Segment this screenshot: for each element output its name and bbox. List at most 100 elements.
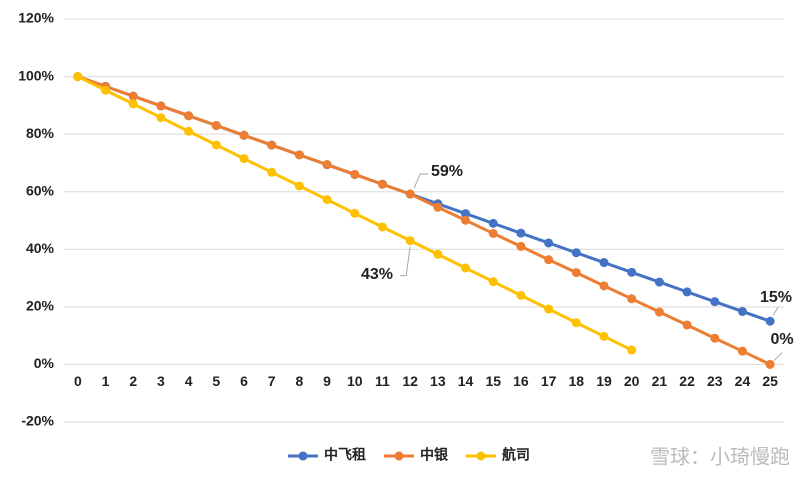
legend-marker xyxy=(298,451,308,461)
x-tick-label: 4 xyxy=(185,373,193,389)
x-tick-label: 1 xyxy=(102,373,110,389)
data-point xyxy=(488,277,498,287)
data-point xyxy=(350,169,360,179)
data-point xyxy=(433,202,443,212)
data-point xyxy=(737,306,747,316)
data-point xyxy=(516,241,526,251)
series-line xyxy=(77,75,771,366)
data-point xyxy=(544,238,554,248)
data-point xyxy=(211,140,221,150)
x-tick-label: 24 xyxy=(735,373,751,389)
x-tick-label: 22 xyxy=(679,373,695,389)
x-tick-label: 18 xyxy=(569,373,585,389)
data-point xyxy=(461,209,471,219)
x-tick-label: 13 xyxy=(430,373,446,389)
y-tick-label: 120% xyxy=(18,10,54,26)
data-point xyxy=(682,320,692,330)
data-point xyxy=(156,113,166,123)
x-tick-label: 19 xyxy=(596,373,612,389)
data-point xyxy=(571,318,581,328)
data-point xyxy=(322,160,332,170)
data-point xyxy=(516,290,526,300)
x-tick-label: 21 xyxy=(652,373,668,389)
data-point xyxy=(737,346,747,356)
data-point xyxy=(682,287,692,297)
y-tick-label: 40% xyxy=(26,240,55,256)
y-tick-label: 20% xyxy=(26,298,55,314)
leader-line xyxy=(773,352,783,361)
x-tick-label: 14 xyxy=(458,373,474,389)
legend-item: 航司 xyxy=(466,447,530,463)
data-point xyxy=(710,333,720,343)
data-label: 15% xyxy=(760,289,792,306)
legend-label: 中飞租 xyxy=(324,447,366,463)
data-label: 43% xyxy=(361,266,393,283)
data-point xyxy=(599,331,609,341)
x-tick-label: 12 xyxy=(402,373,418,389)
data-point xyxy=(267,167,277,177)
y-tick-label: 0% xyxy=(34,355,55,371)
data-point xyxy=(128,99,138,109)
x-tick-label: 3 xyxy=(157,373,165,389)
y-tick-label: 100% xyxy=(18,67,54,83)
data-point xyxy=(322,195,332,205)
x-tick-label: 8 xyxy=(295,373,303,389)
x-tick-label: 9 xyxy=(323,373,331,389)
data-point xyxy=(488,228,498,238)
legend-label: 中银 xyxy=(420,447,449,463)
data-point xyxy=(211,121,221,131)
data-point xyxy=(571,248,581,258)
legend-item: 中银 xyxy=(384,447,449,463)
data-point xyxy=(184,111,194,121)
data-point xyxy=(405,189,415,199)
data-point xyxy=(294,181,304,191)
x-tick-label: 11 xyxy=(375,373,390,389)
data-point xyxy=(101,85,111,95)
data-label: 0% xyxy=(770,331,793,348)
data-point xyxy=(184,126,194,136)
data-point xyxy=(516,228,526,238)
leader-line xyxy=(772,306,779,316)
x-tick-label: 23 xyxy=(707,373,723,389)
data-point xyxy=(294,150,304,160)
data-point xyxy=(599,258,609,268)
leader-line xyxy=(400,246,411,277)
x-tick-label: 5 xyxy=(212,373,220,389)
data-label: 59% xyxy=(431,163,463,180)
data-point xyxy=(350,208,360,218)
data-point xyxy=(654,307,664,317)
x-tick-label: 20 xyxy=(624,373,640,389)
data-point xyxy=(461,263,471,273)
data-point xyxy=(627,294,637,304)
x-tick-label: 7 xyxy=(268,373,276,389)
data-point xyxy=(405,236,415,246)
data-point xyxy=(627,267,637,277)
data-point xyxy=(156,101,166,111)
data-point xyxy=(544,304,554,314)
data-point xyxy=(654,277,664,287)
legend-label: 航司 xyxy=(502,447,530,463)
data-point xyxy=(544,255,554,265)
data-point xyxy=(599,281,609,291)
data-point xyxy=(128,91,138,101)
x-tick-label: 2 xyxy=(129,373,137,389)
data-point xyxy=(461,215,471,225)
data-point xyxy=(377,222,387,232)
watermark: 雪球：小琦慢跑 xyxy=(650,445,790,468)
data-point xyxy=(571,268,581,278)
y-tick-label: -20% xyxy=(21,413,54,429)
data-point xyxy=(765,359,775,369)
x-tick-label: 17 xyxy=(541,373,557,389)
data-point xyxy=(765,316,775,326)
data-point xyxy=(433,249,443,259)
data-point xyxy=(267,140,277,150)
x-tick-label: 6 xyxy=(240,373,248,389)
legend-marker xyxy=(476,451,486,461)
data-point xyxy=(627,345,637,355)
leader-line xyxy=(413,173,429,189)
y-tick-label: 60% xyxy=(26,182,55,198)
data-point xyxy=(239,130,249,140)
data-point xyxy=(73,72,83,82)
data-point xyxy=(239,154,249,164)
x-tick-label: 10 xyxy=(347,373,363,389)
